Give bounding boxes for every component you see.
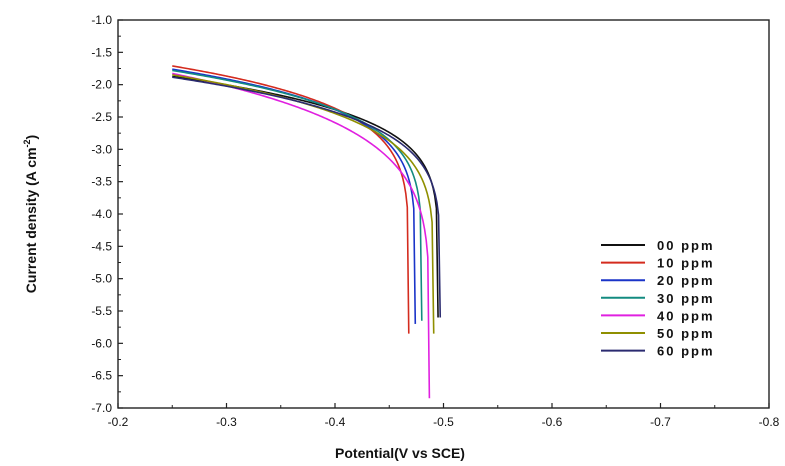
legend: 00 ppm 10 ppm 20 ppm 30 ppm 40 ppm 50 ppm 60 p… (601, 238, 715, 359)
series-line-4 (172, 72, 431, 399)
x-tick-label: -0.3 (216, 415, 237, 429)
y-axis-title-main: Current density (A cm (23, 147, 39, 293)
x-tick-label: -0.7 (650, 415, 671, 429)
y-tick-label: -1.0 (91, 13, 112, 27)
series-group (172, 65, 442, 399)
y-axis-title-exponent: -2 (22, 139, 32, 147)
y-tick-label: -2.0 (91, 78, 112, 92)
x-tick-label: -0.5 (433, 415, 454, 429)
series-line-6 (172, 76, 442, 318)
y-axis-title: Current density (A cm-2) (22, 135, 39, 293)
legend-label: 10 ppm (657, 256, 715, 271)
legend-label: 40 ppm (657, 308, 715, 323)
x-tick-label: -0.4 (325, 415, 346, 429)
x-axis: -0.2 -0.3 -0.4 -0.5 -0.6 -0.7 -0.8 (108, 403, 780, 429)
y-tick-label: -5.0 (91, 272, 112, 286)
y-tick-label: -2.5 (91, 110, 112, 124)
legend-label: 50 ppm (657, 326, 715, 341)
y-tick-label: -4.5 (91, 239, 112, 253)
y-tick-label: -1.5 (91, 45, 112, 59)
x-axis-title: Potential(V vs SCE) (335, 445, 465, 461)
legend-label: 00 ppm (657, 238, 715, 253)
y-tick-label: -6.5 (91, 369, 112, 383)
y-axis-title-close: ) (23, 135, 39, 140)
y-tick-label: -6.0 (91, 336, 112, 350)
y-tick-label: -5.5 (91, 304, 112, 318)
y-tick-label: -7.0 (91, 401, 112, 415)
legend-label: 20 ppm (657, 273, 715, 288)
x-tick-label: -0.6 (542, 415, 563, 429)
series-line-3 (172, 69, 423, 321)
legend-label: 30 ppm (657, 291, 715, 306)
series-line-2 (172, 68, 417, 324)
y-tick-label: -3.0 (91, 142, 112, 156)
series-line-1 (172, 65, 410, 334)
x-tick-label: -0.2 (108, 415, 129, 429)
y-tick-label: -3.5 (91, 175, 112, 189)
y-tick-label: -4.0 (91, 207, 112, 221)
series-line-0 (172, 75, 439, 318)
x-tick-label: -0.8 (759, 415, 780, 429)
y-axis: -1.0 -1.5 -2.0 -2.5 -3.0 -3.5 -4.0 -4.5 -5.0 -5.5… (91, 13, 123, 415)
series-line-5 (172, 74, 435, 334)
legend-label: 60 ppm (657, 344, 715, 359)
